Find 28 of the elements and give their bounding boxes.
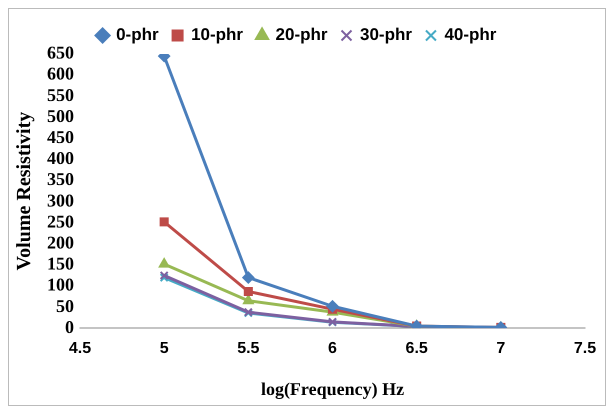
y-tick-label: 450 (47, 127, 74, 148)
y-tick-label: 300 (47, 190, 74, 210)
legend-label: 30-phr (360, 25, 412, 44)
x-tick-label: 4.5 (68, 340, 92, 358)
x-tick-label: 7 (496, 340, 506, 358)
x-axis-title: log(Frequency) Hz (260, 378, 404, 399)
y-tick-label: 200 (47, 232, 74, 252)
x-tick-label: 6.5 (406, 340, 428, 358)
y-tick-label: 550 (47, 84, 74, 105)
y-tick-label: 350 (47, 169, 74, 190)
y-tick-label: 650 (47, 42, 74, 63)
y-tick-label: 400 (47, 148, 74, 168)
y-axis-title: Volume Resistivity (13, 112, 36, 270)
legend-label: 20-phr (276, 25, 328, 44)
y-tick-label: 600 (47, 64, 74, 84)
y-tick-label: 100 (47, 274, 74, 295)
legend-label: 40-phr (444, 25, 497, 44)
y-tick-label: 500 (47, 106, 74, 126)
y-tick-label: 50 (56, 296, 74, 316)
y-tick-label: 0 (65, 316, 74, 337)
y-tick-label: 150 (47, 254, 74, 274)
x-tick-label: 6 (328, 340, 338, 358)
legend-label: 0-phr (116, 25, 159, 44)
x-tick-label: 5.5 (237, 340, 260, 358)
legend-label: 10-phr (191, 25, 244, 44)
x-tick-label: 5 (160, 340, 169, 358)
x-tick-label: 7.5 (574, 340, 596, 358)
y-tick-label: 250 (47, 211, 74, 232)
